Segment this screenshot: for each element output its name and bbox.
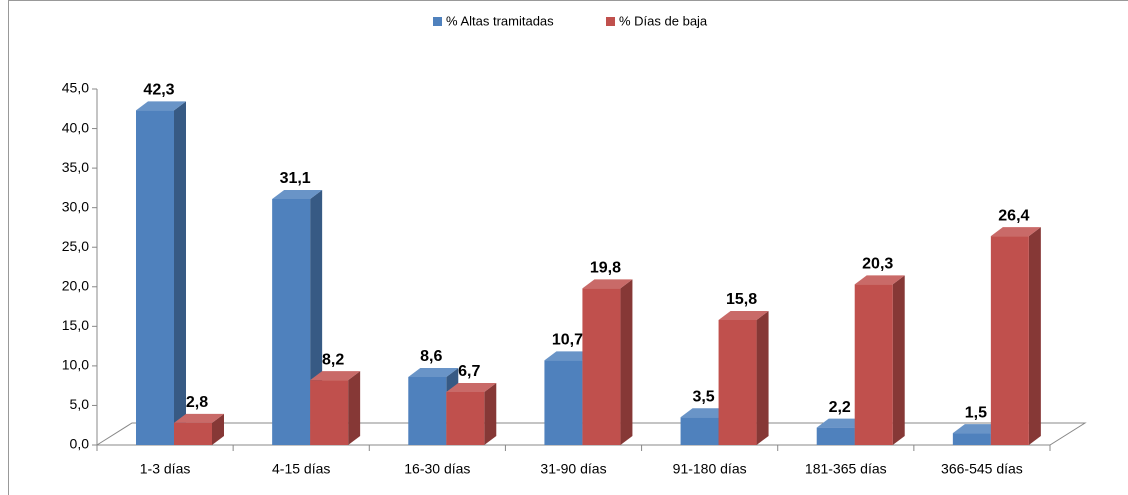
bar-face <box>272 198 311 445</box>
bar-face <box>174 422 212 445</box>
bar-face <box>680 417 719 445</box>
legend-label: % Días de baja <box>619 13 708 28</box>
x-tick-label: 181-365 días <box>805 461 887 477</box>
data-label: 26,4 <box>998 207 1029 224</box>
legend-swatch <box>433 17 442 26</box>
data-label: 15,8 <box>726 291 757 308</box>
x-tick-label: 4-15 días <box>272 461 330 477</box>
x-tick-label: 366-545 días <box>941 461 1023 477</box>
data-label: 31,1 <box>280 170 311 187</box>
data-label: 6,7 <box>458 363 480 380</box>
bar-face <box>816 427 855 445</box>
bar-face <box>174 413 224 423</box>
y-tick-label: 35,0 <box>62 159 89 175</box>
bar-face <box>816 418 867 428</box>
bar-face <box>174 101 186 446</box>
bar-face <box>756 311 769 445</box>
bar <box>854 275 905 445</box>
data-label: 3,5 <box>692 389 714 406</box>
bar-face <box>1028 227 1041 445</box>
data-label: 10,7 <box>552 332 583 349</box>
bar-face <box>990 227 1041 237</box>
bar-face <box>544 351 595 361</box>
bar-face <box>408 376 447 445</box>
bar-face <box>854 275 905 285</box>
bar <box>446 382 497 445</box>
data-label: 42,3 <box>143 82 174 99</box>
bar-face <box>310 380 349 445</box>
bar-face <box>136 101 186 111</box>
bar-face <box>544 360 583 445</box>
y-tick-label: 30,0 <box>62 198 89 214</box>
y-tick-label: 45,0 <box>62 80 89 96</box>
bar-face <box>952 424 1003 434</box>
bar-face <box>582 288 621 445</box>
bar-face <box>990 236 1029 445</box>
data-label: 1,5 <box>965 404 987 421</box>
frame <box>8 0 1128 495</box>
data-label: 19,8 <box>590 260 621 277</box>
y-tick-label: 20,0 <box>62 277 89 293</box>
bar <box>990 227 1041 445</box>
y-tick-label: 5,0 <box>70 396 90 412</box>
legend-label: % Altas tramitadas <box>446 13 554 28</box>
bar-face <box>620 279 633 445</box>
y-tick-label: 10,0 <box>62 357 89 373</box>
bar-face <box>348 371 361 445</box>
bar <box>136 101 186 446</box>
bar-face <box>408 367 459 377</box>
data-label: 2,8 <box>186 394 208 411</box>
x-tick-label: 1-3 días <box>140 461 191 477</box>
bar-face <box>310 371 361 381</box>
bar <box>310 371 361 445</box>
x-tick-label: 16-30 días <box>404 461 470 477</box>
bar-face <box>952 433 991 445</box>
data-label: 2,2 <box>829 399 851 416</box>
y-tick-label: 0,0 <box>70 436 90 452</box>
y-tick-label: 25,0 <box>62 238 89 254</box>
bar <box>582 279 633 445</box>
bar-face <box>718 320 757 445</box>
bar-face <box>718 311 769 321</box>
legend-swatch <box>606 17 615 26</box>
bar-face <box>446 382 497 392</box>
bar-face <box>854 284 893 445</box>
data-label: 8,6 <box>420 348 442 365</box>
bar-face <box>680 408 731 418</box>
bar-face <box>484 382 497 445</box>
y-tick-label: 40,0 <box>62 119 89 135</box>
x-tick-label: 31-90 días <box>540 461 606 477</box>
bar-face <box>446 391 485 445</box>
bar <box>816 418 867 445</box>
bar <box>174 413 224 445</box>
bar-face <box>272 189 323 199</box>
x-tick-label: 91-180 días <box>673 461 747 477</box>
data-label: 8,2 <box>322 351 344 368</box>
bar-face <box>212 413 224 445</box>
bar <box>718 311 769 445</box>
data-label: 20,3 <box>862 256 893 273</box>
bar-face <box>582 279 633 289</box>
bar-face <box>136 110 174 446</box>
y-tick-label: 15,0 <box>62 317 89 333</box>
bar-face <box>892 275 905 445</box>
